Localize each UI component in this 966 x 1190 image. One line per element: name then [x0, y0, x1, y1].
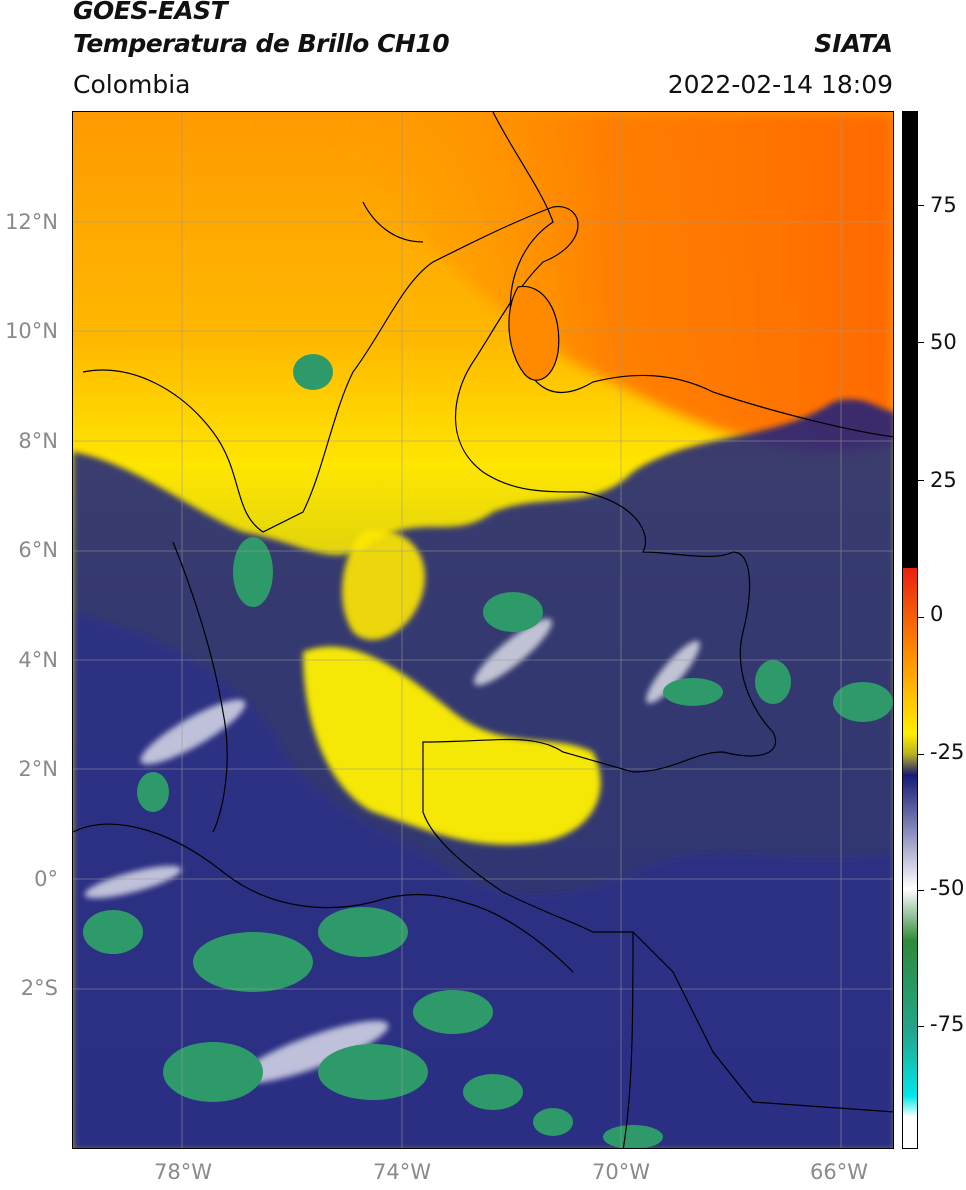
lat-label-0: 0°	[34, 867, 58, 891]
colorbar-tick	[918, 342, 924, 343]
colorbar-label-minus75: -75	[930, 1012, 965, 1036]
colorbar-tick	[918, 890, 924, 891]
lat-label-4n: 4°N	[18, 648, 58, 672]
satellite-map[interactable]	[72, 111, 894, 1149]
cloud-tops	[84, 618, 700, 1084]
lon-label-74w: 74°W	[373, 1160, 431, 1184]
colorbar-tick	[918, 617, 924, 618]
graticule	[73, 112, 893, 1148]
colorbar-label-75: 75	[930, 193, 957, 217]
lon-label-70w: 70°W	[592, 1160, 650, 1184]
lake-maracaibo	[508, 285, 560, 381]
lat-label-10n: 10°N	[5, 319, 58, 343]
colorbar-tick	[918, 1026, 924, 1027]
yellow-core	[303, 530, 601, 845]
region-label: Colombia	[73, 70, 191, 99]
lat-label-8n: 8°N	[18, 429, 58, 453]
lon-label-66w: 66°W	[810, 1160, 868, 1184]
colorbar-label-50: 50	[930, 330, 957, 354]
product-title: Temperatura de Brillo CH10	[73, 29, 450, 58]
colorbar-label-minus25: -25	[930, 740, 965, 764]
cold-cells	[83, 354, 893, 1148]
country-borders	[73, 112, 893, 1148]
lon-label-78w: 78°W	[154, 1160, 212, 1184]
colorbar-label-minus50: -50	[930, 876, 965, 900]
colorbar-label-25: 25	[930, 468, 957, 492]
colorbar-label-0: 0	[930, 602, 944, 626]
colorbar	[902, 111, 918, 1149]
colorbar-tick	[918, 754, 924, 755]
agency-label: SIATA	[814, 29, 893, 58]
map-canvas	[73, 112, 893, 1148]
lat-label-2s: 2°S	[20, 976, 58, 1000]
lat-label-12n: 12°N	[5, 210, 58, 234]
datetime-label: 2022-02-14 18:09	[667, 70, 893, 99]
colorbar-tick	[918, 205, 924, 206]
lat-label-2n: 2°N	[18, 757, 58, 781]
colorbar-tick	[918, 480, 924, 481]
lat-label-6n: 6°N	[18, 538, 58, 562]
warm-region	[323, 112, 893, 450]
satellite-title: GOES-EAST	[73, 0, 228, 25]
